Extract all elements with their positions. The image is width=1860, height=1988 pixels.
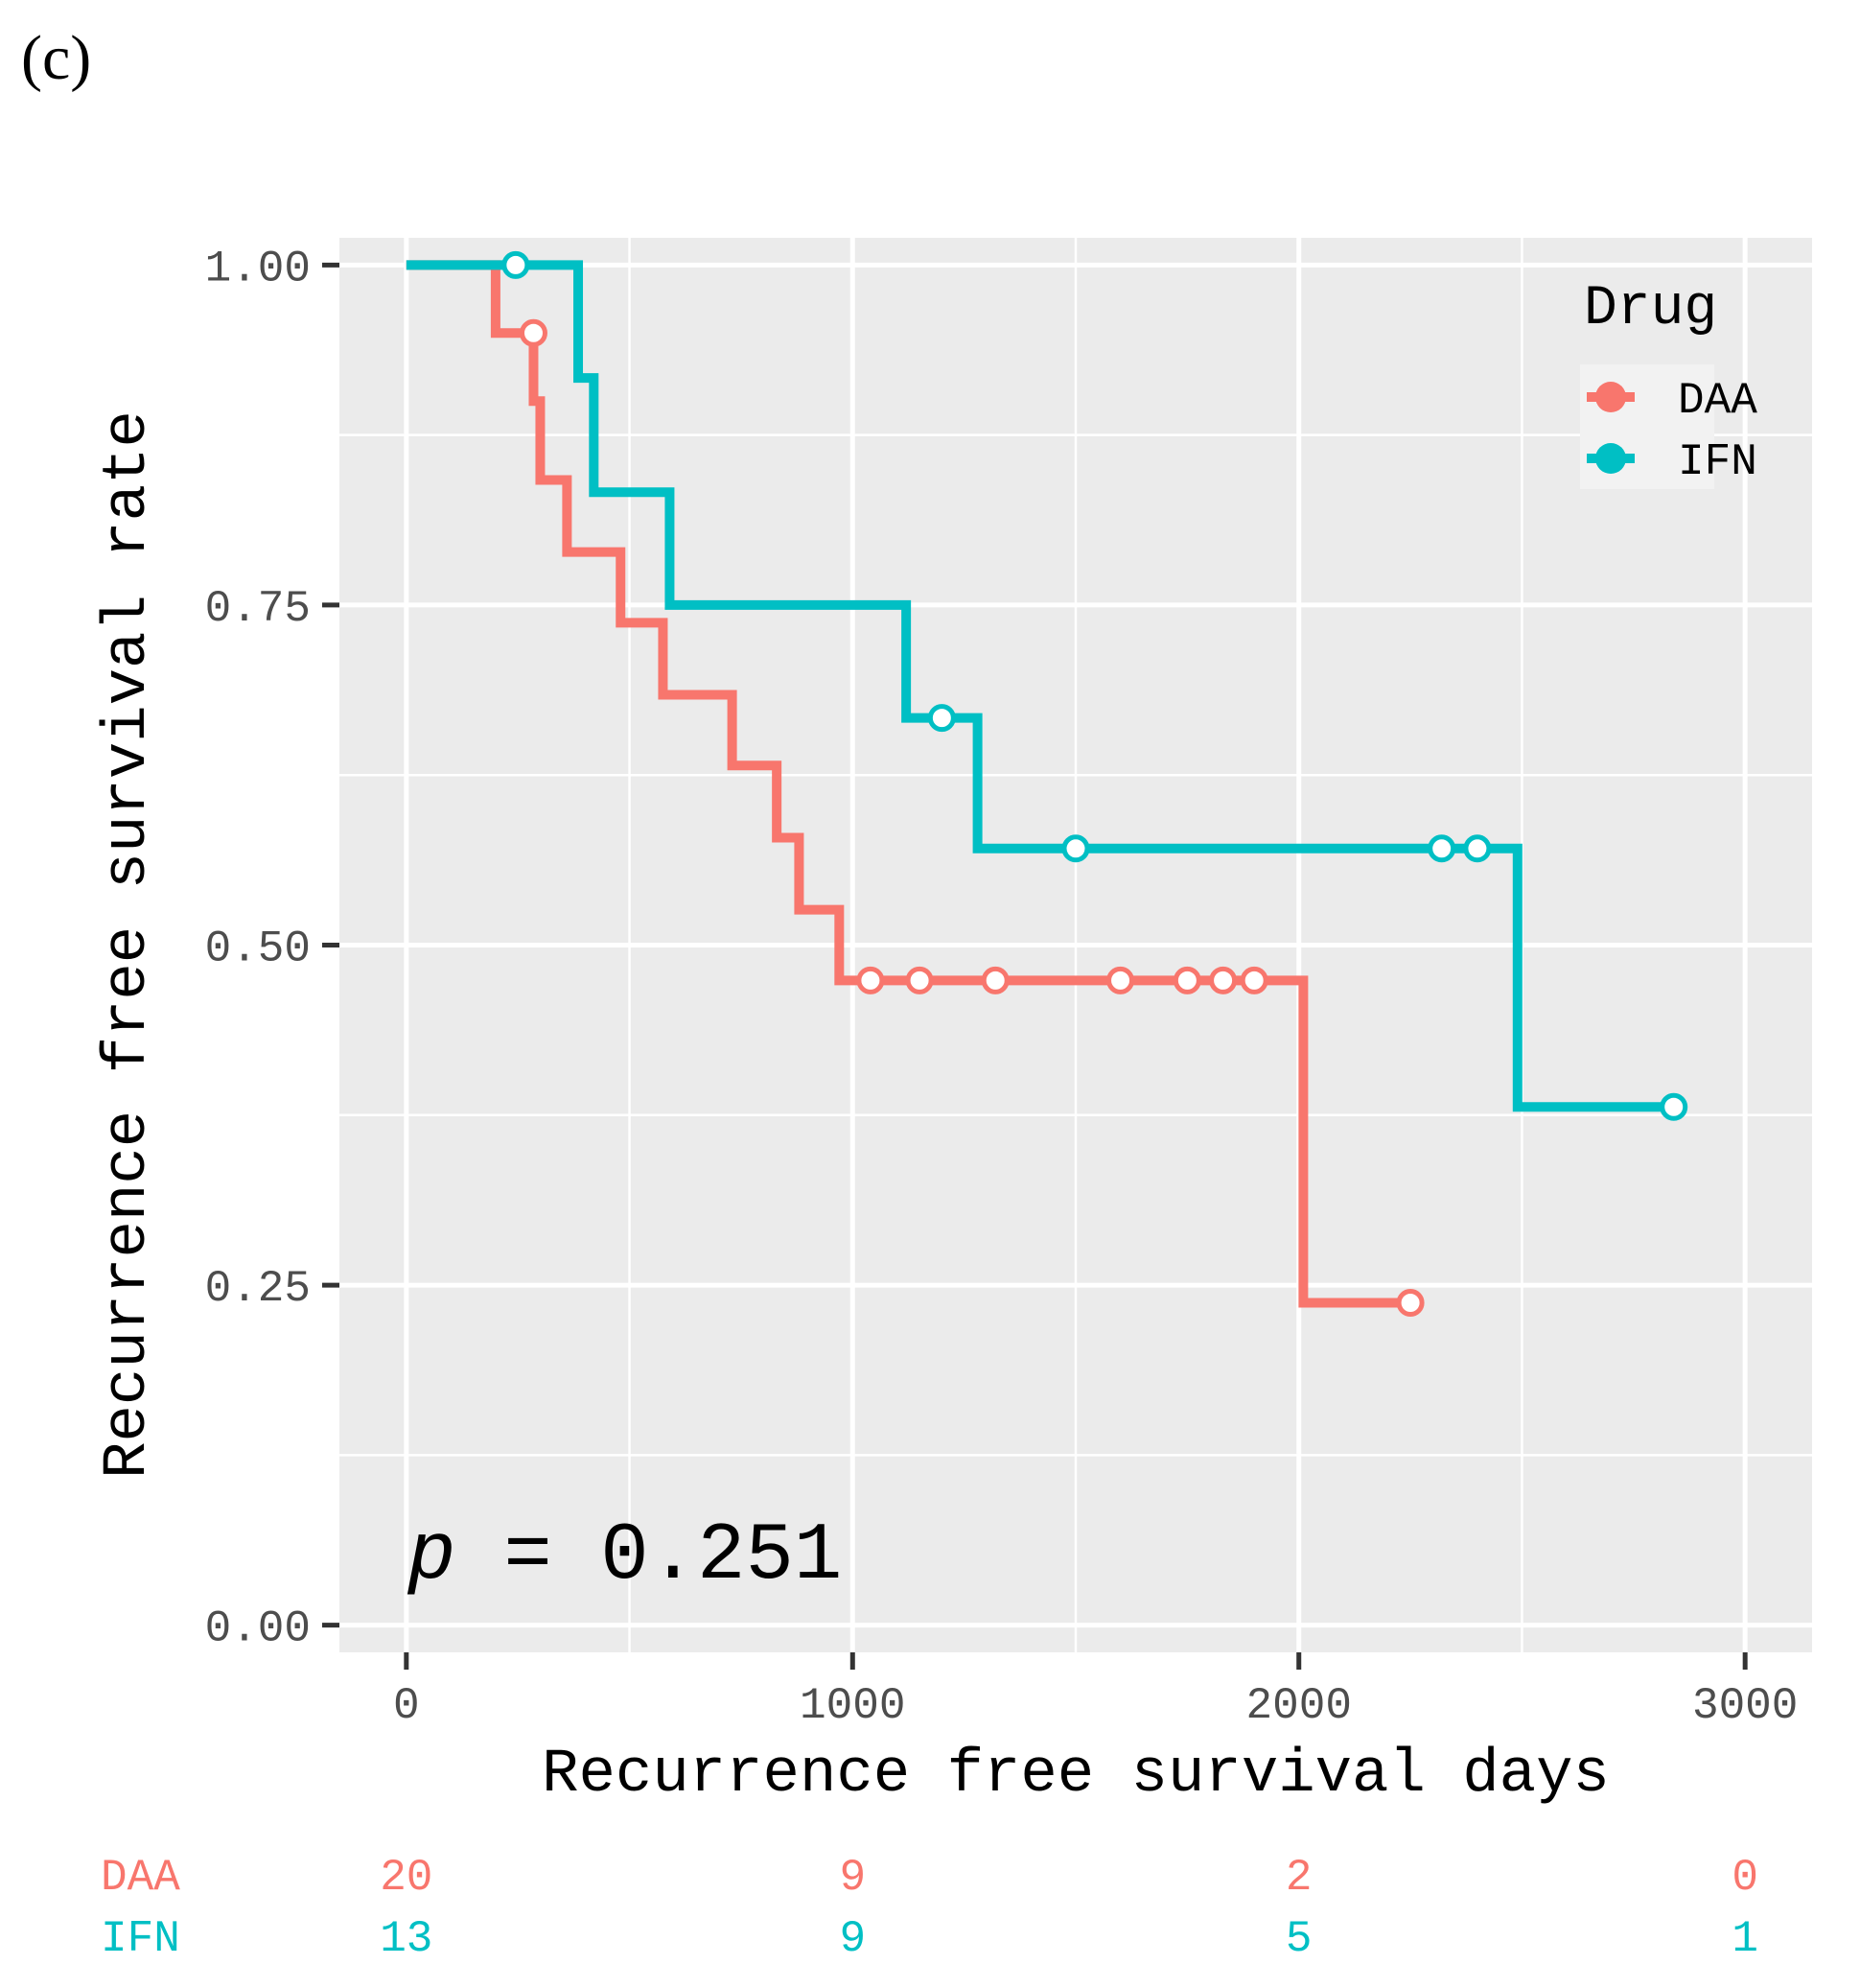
x-axis-title: Recurrence free survival days	[542, 1741, 1610, 1810]
legend: Drug DAA IFN	[1580, 278, 1757, 489]
legend-label-daa: DAA	[1678, 376, 1757, 426]
p-value-annotation: p = 0.251	[407, 1511, 842, 1602]
risk-count-daa: 2	[1286, 1853, 1313, 1903]
censor-mark-ifn	[1061, 834, 1090, 863]
censor-mark-daa	[1240, 966, 1268, 994]
censor-mark-daa	[1173, 966, 1201, 994]
censor-mark-ifn	[1660, 1092, 1688, 1121]
legend-label-ifn: IFN	[1678, 437, 1757, 487]
x-tick-label: 3000	[1692, 1681, 1798, 1731]
censor-mark-daa	[856, 966, 885, 994]
y-tick-label: 0.25	[205, 1264, 311, 1314]
censor-mark-ifn	[927, 704, 956, 733]
x-tick-label: 1000	[800, 1681, 905, 1731]
censor-mark-daa	[905, 966, 934, 994]
censor-mark-ifn	[1463, 834, 1492, 863]
p-symbol: p	[407, 1511, 455, 1602]
survival-curves	[406, 250, 1688, 1318]
y-axis-title: Recurrence free survival rate	[94, 410, 163, 1479]
y-tick-label: 1.00	[205, 244, 311, 293]
y-tick-label: 0.50	[205, 924, 311, 974]
censor-mark-ifn	[501, 250, 530, 279]
risk-count-daa: 9	[839, 1853, 866, 1903]
x-tick-label: 2000	[1246, 1681, 1352, 1731]
panel-label: (c)	[21, 23, 91, 93]
legend-key-dot	[1595, 382, 1626, 412]
risk-count-ifn: 1	[1732, 1914, 1758, 1964]
legend-key-dot	[1595, 443, 1626, 474]
km-curve-ifn	[406, 260, 1674, 1112]
risk-count-ifn: 13	[380, 1914, 432, 1964]
risk-count-ifn: 5	[1286, 1914, 1313, 1964]
censor-mark-daa	[981, 966, 1010, 994]
censor-mark-daa	[1209, 966, 1238, 994]
censor-mark-daa	[1106, 966, 1135, 994]
risk-count-daa: 20	[380, 1853, 432, 1903]
p-value-text: = 0.251	[503, 1511, 842, 1602]
series-ifn	[406, 250, 1688, 1121]
grid-lines	[339, 238, 1812, 1652]
legend-title: Drug	[1584, 278, 1717, 340]
series-daa	[406, 260, 1425, 1318]
km-curve-daa	[406, 260, 1411, 1308]
axes: 0.00 0.25 0.50 0.75 1.00 0 1000 2000 3000	[205, 244, 1799, 1731]
risk-count-daa: 0	[1732, 1853, 1758, 1903]
y-tick-label: 0.00	[205, 1604, 311, 1654]
risk-row-label-ifn: IFN	[101, 1914, 180, 1964]
risk-row-label-daa: DAA	[101, 1853, 180, 1903]
x-tick-label: 0	[393, 1681, 420, 1731]
censor-mark-daa	[519, 318, 547, 347]
y-tick-label: 0.75	[205, 584, 311, 634]
censor-mark-daa	[1396, 1289, 1425, 1318]
risk-count-ifn: 9	[839, 1914, 866, 1964]
censor-mark-ifn	[1428, 834, 1456, 863]
